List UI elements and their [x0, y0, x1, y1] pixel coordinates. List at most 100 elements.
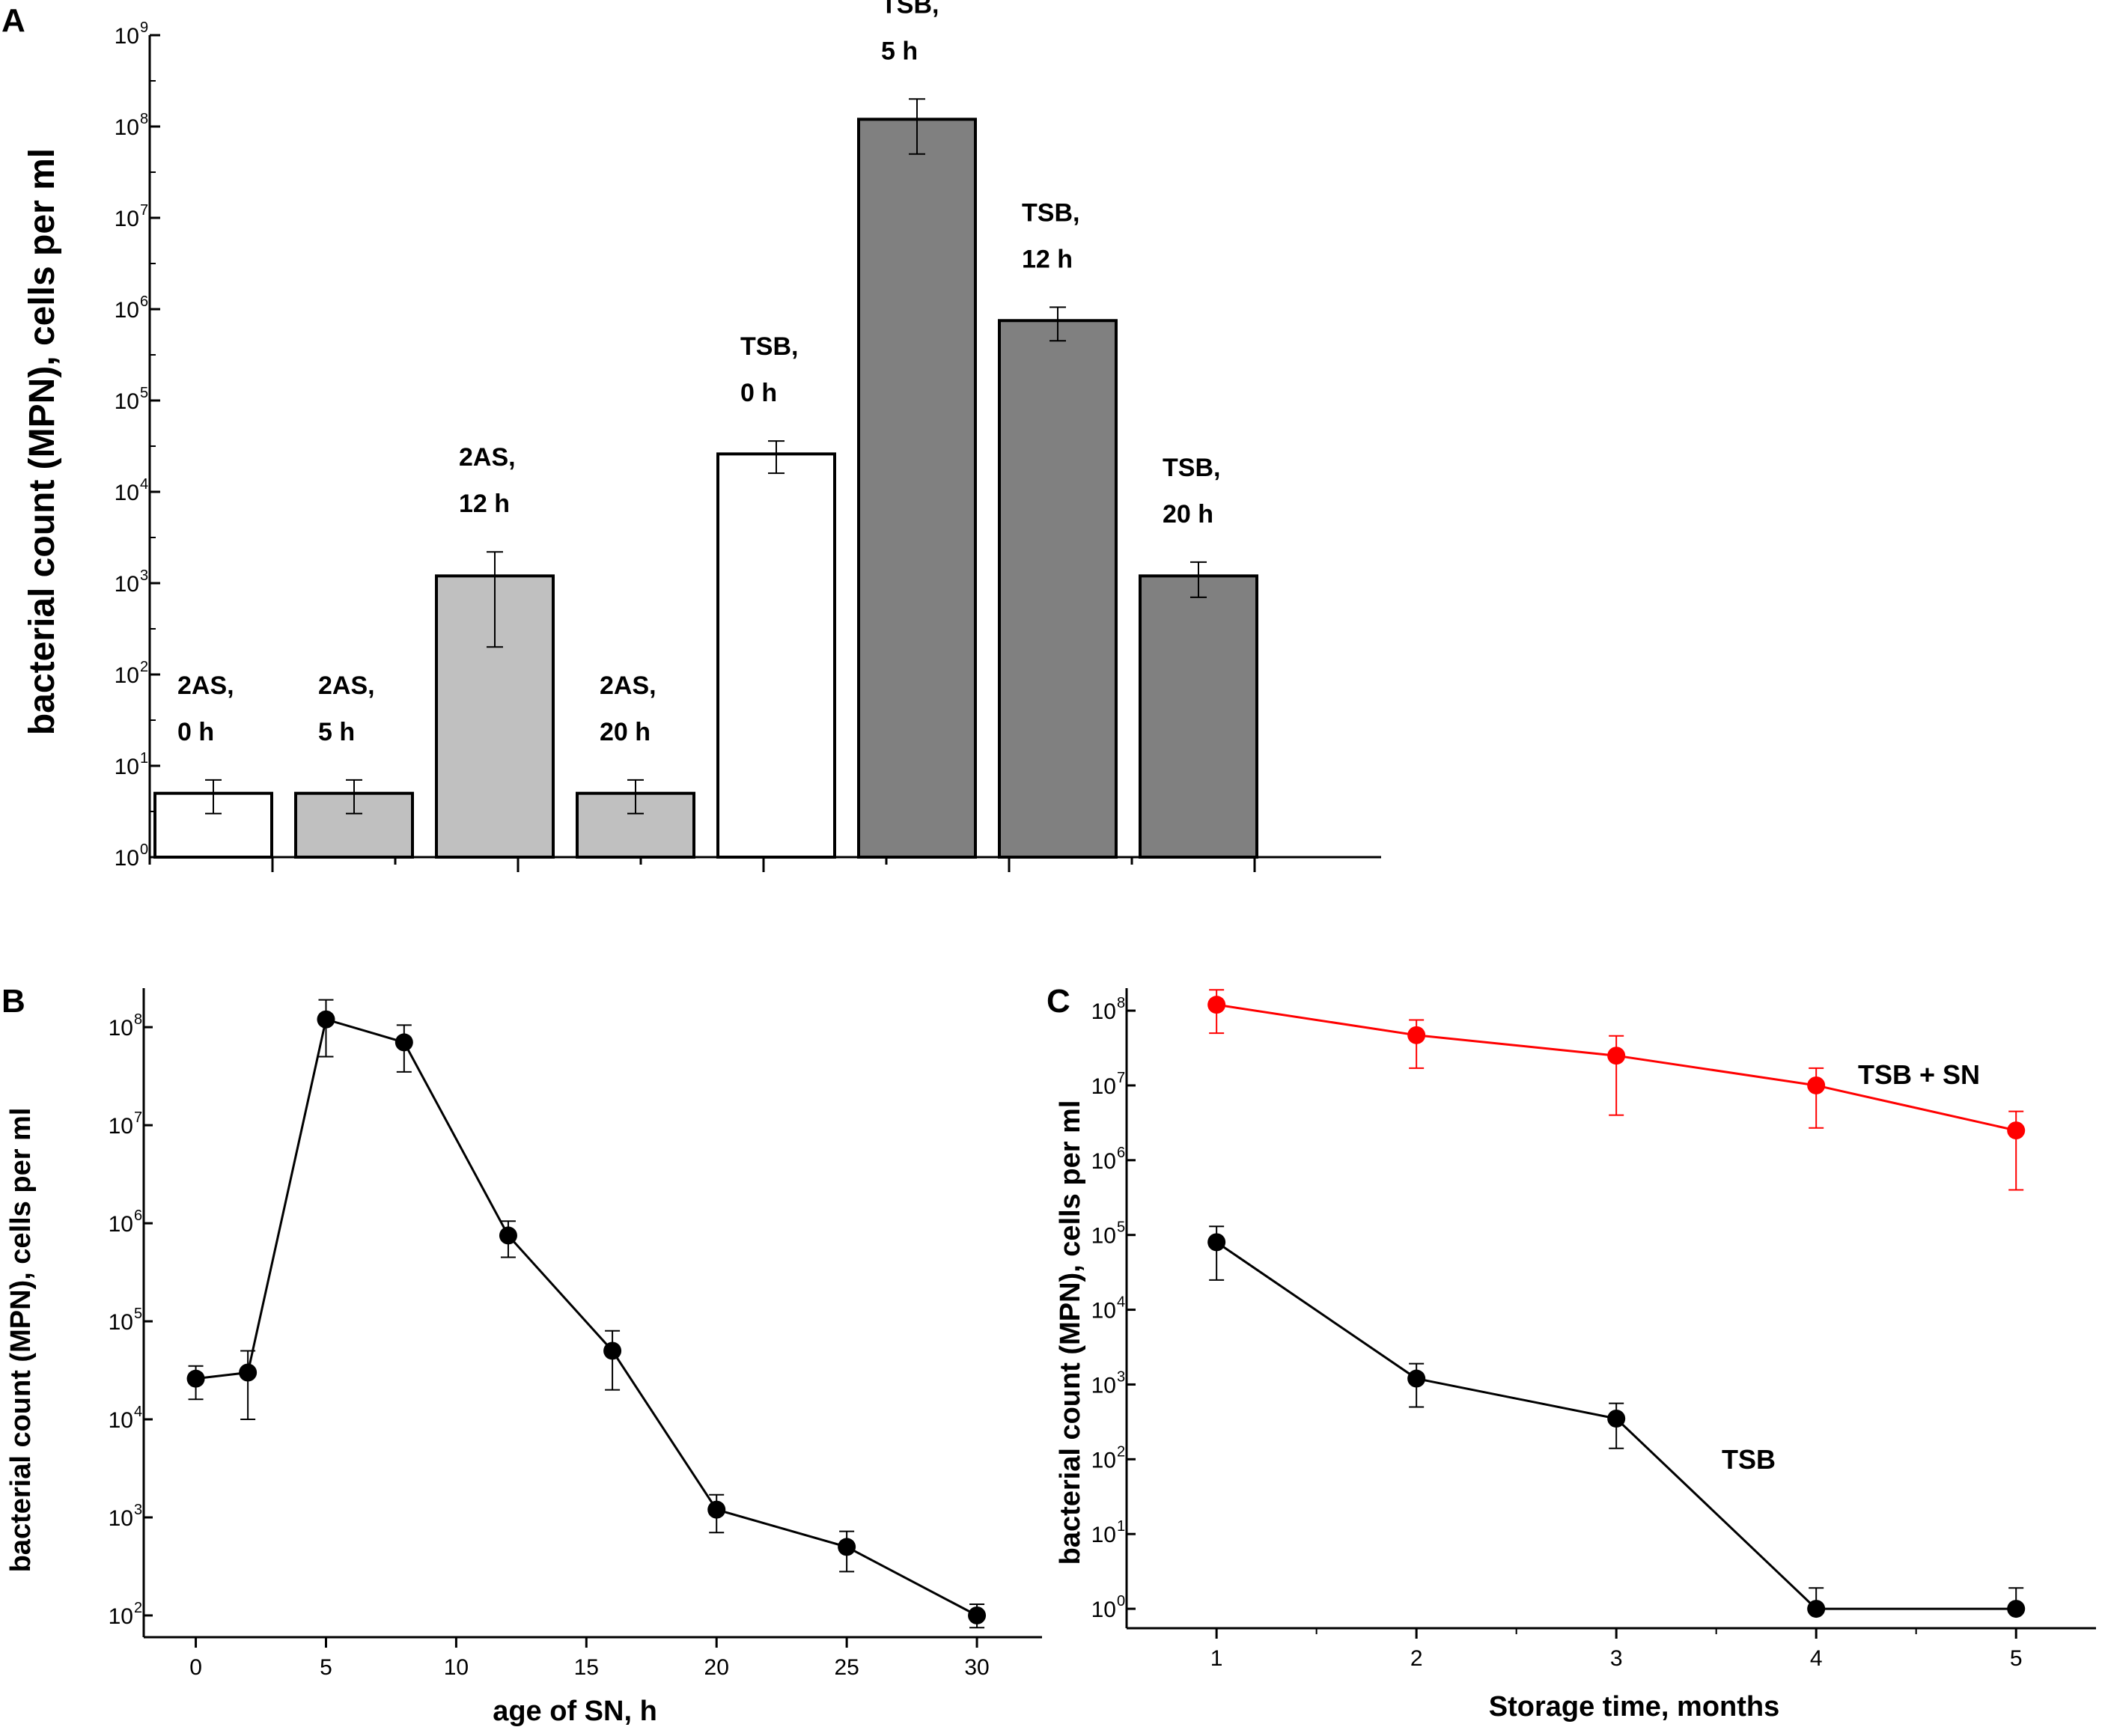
panel-b-data-point — [186, 1369, 205, 1388]
panel-c-y-tick-label-exp: 1 — [1117, 1518, 1125, 1535]
panel-a-bar — [857, 118, 977, 859]
panel-b-y-tick-label-base: 10 — [109, 1408, 133, 1433]
panel-a-error-bar — [909, 98, 925, 155]
panel-c-y-tick-label-exp: 5 — [1117, 1219, 1125, 1236]
panel-c-data-point — [1407, 1026, 1426, 1044]
panel-a-bar-label-line2: 20 h — [1163, 500, 1213, 529]
panel-a-bar-label-line1: TSB, — [740, 332, 798, 361]
panel-b-x-tick-label: 0 — [189, 1655, 202, 1680]
panel-b-letter: B — [1, 983, 25, 1020]
panel-c-data-point — [1207, 996, 1226, 1014]
panel-b-y-tick-label-exp: 8 — [134, 1011, 142, 1028]
panel-b-y-axis-label: bacterial count (MPN), cells per ml — [5, 1108, 37, 1573]
panel-b-x-tick-label: 25 — [834, 1655, 859, 1680]
panel-c-y-tick-label-exp: 2 — [1117, 1443, 1125, 1460]
panel-c-series — [1207, 989, 2026, 1191]
panel-c-y-tick-label: 10 8 — [1091, 995, 1126, 1024]
panel-c-y-tick-label: 10 2 — [1091, 1443, 1126, 1472]
panel-c-x-tick-label: 2 — [1410, 1646, 1423, 1671]
panel-b-y-tick-label-exp: 2 — [134, 1600, 142, 1616]
panel-b-y-tick-label-base: 10 — [109, 1506, 133, 1531]
panel-b-y-tick-label-base: 10 — [109, 1016, 133, 1041]
panel-a-bar-label-line2: 0 h — [177, 718, 214, 746]
panel-a-y-tick-label-base: 10 — [115, 663, 139, 688]
panel-c-y-tick-label-base: 10 — [1091, 1448, 1116, 1472]
panel-a-bar — [1139, 574, 1258, 859]
panel-a-y-tick-label: 10 9 — [115, 19, 149, 49]
panel-c-y-tick-label-base: 10 — [1091, 1523, 1116, 1547]
panel-a-y-tick-label-exp: 3 — [140, 567, 148, 584]
panel-a-y-tick-label: 10 8 — [115, 111, 149, 140]
panel-a-y-tick-label: 10 2 — [115, 659, 149, 688]
panel-c-x-tick-label: 4 — [1810, 1646, 1823, 1671]
panel-b-y-tick-label-exp: 3 — [134, 1502, 142, 1518]
panel-b-data-point — [499, 1226, 517, 1245]
panel-b-data-point — [603, 1341, 622, 1360]
panel-c-y-tick-label: 10 5 — [1091, 1219, 1126, 1249]
panel-a-y-tick-label-base: 10 — [115, 389, 139, 414]
panel-b-x-tick-label: 15 — [574, 1655, 599, 1680]
panel-a-y-tick-label: 10 6 — [115, 293, 149, 323]
panel-b-y-tick-label-exp: 7 — [134, 1109, 142, 1126]
panel-a-y-tick-label-exp: 7 — [140, 202, 148, 219]
panel-b-y-tick-label: 10 4 — [109, 1404, 143, 1433]
panel-b-x-axis-label: age of SN, h — [493, 1696, 657, 1727]
panel-b-x-tick-label: 20 — [704, 1655, 729, 1680]
panel-b-x-tick-label: 30 — [964, 1655, 989, 1680]
panel-b-y-tick-label-exp: 5 — [134, 1306, 142, 1322]
panel-c-series — [1207, 1225, 2026, 1618]
panel-c-y-tick-label-base: 10 — [1091, 1224, 1116, 1249]
panel-b-y-tick-label-base: 10 — [109, 1114, 133, 1139]
panel-a-y-tick-label-exp: 6 — [140, 293, 148, 310]
panel-c-y-tick-label-base: 10 — [1091, 1149, 1116, 1174]
panel-a-y-tick-label-exp: 9 — [140, 19, 148, 36]
panel-a-y-tick-label-exp: 4 — [140, 476, 148, 493]
panel-c-data-point — [2007, 1121, 2026, 1140]
panel-c-data-point — [1207, 1233, 1226, 1252]
panel-c-y-axis-label: bacterial count (MPN), cells per ml — [1055, 1100, 1086, 1565]
panel-b-y-tick-label-exp: 6 — [134, 1207, 142, 1224]
panel-c-y-tick-label-exp: 6 — [1117, 1145, 1125, 1161]
panel-a-y-tick-label-base: 10 — [115, 481, 139, 505]
panel-b-y-tick-label-base: 10 — [109, 1212, 133, 1237]
panel-b-data-point — [707, 1500, 726, 1519]
panel-c-data-point — [1807, 1600, 1826, 1618]
panel-a-bar-label-line1: TSB, — [1163, 454, 1220, 482]
panel-a-y-tick-label-exp: 1 — [140, 750, 148, 767]
panel-b-y-tick-label: 10 2 — [109, 1600, 143, 1629]
panel-a-error-bar — [346, 779, 362, 814]
panel-a-bar-label-line1: TSB, — [881, 0, 939, 19]
panel-a-bar-label-line1: 2AS, — [600, 671, 657, 700]
panel-b-x-tick-label: 5 — [320, 1655, 332, 1680]
panel-a-bar-label-line1: 2AS, — [318, 671, 375, 700]
panel-b-y-tick-label-base: 10 — [109, 1310, 133, 1335]
panel-c-y-tick-label-exp: 0 — [1117, 1593, 1125, 1609]
panel-a-error-bar — [205, 779, 222, 814]
panel-c-x-tick-label: 3 — [1610, 1646, 1623, 1671]
panel-c-series-label: TSB — [1722, 1444, 1776, 1475]
panel-b-y-tick-label: 10 8 — [109, 1011, 143, 1041]
panel-c-y-tick-label-exp: 8 — [1117, 995, 1125, 1011]
panel-b-y-tick-label: 10 3 — [109, 1502, 143, 1531]
panel-c-y-tick-label-base: 10 — [1091, 1373, 1116, 1398]
panel-a-y-tick-label: 10 4 — [115, 476, 149, 505]
panel-a-y-axis-label: bacterial count (MPN), cells per ml — [22, 148, 62, 735]
panel-a-error-bar — [627, 779, 644, 814]
panel-a-y-tick-label-base: 10 — [115, 755, 139, 779]
panel-a-bar — [716, 452, 836, 859]
panel-a-bar-label-line2: 12 h — [1022, 245, 1073, 273]
panel-c-y-tick-label: 10 7 — [1091, 1070, 1126, 1099]
panel-a-y-tick-label-base: 10 — [115, 298, 139, 323]
panel-c-data-point — [1407, 1369, 1426, 1388]
panel-a-bar-label-line2: 5 h — [881, 37, 918, 65]
panel-b-series — [186, 999, 987, 1629]
panel-a-letter: A — [1, 2, 25, 39]
panel-c-series-label: TSB + SN — [1858, 1059, 1980, 1090]
panel-c-y-tick-label-exp: 3 — [1117, 1368, 1125, 1385]
panel-c-y-tick-label: 10 0 — [1091, 1593, 1126, 1622]
panel-a-bar-label-line1: 2AS, — [177, 671, 234, 700]
panel-b-y-tick-label: 10 5 — [109, 1306, 143, 1335]
panel-c-y-tick-label-base: 10 — [1091, 1074, 1116, 1099]
